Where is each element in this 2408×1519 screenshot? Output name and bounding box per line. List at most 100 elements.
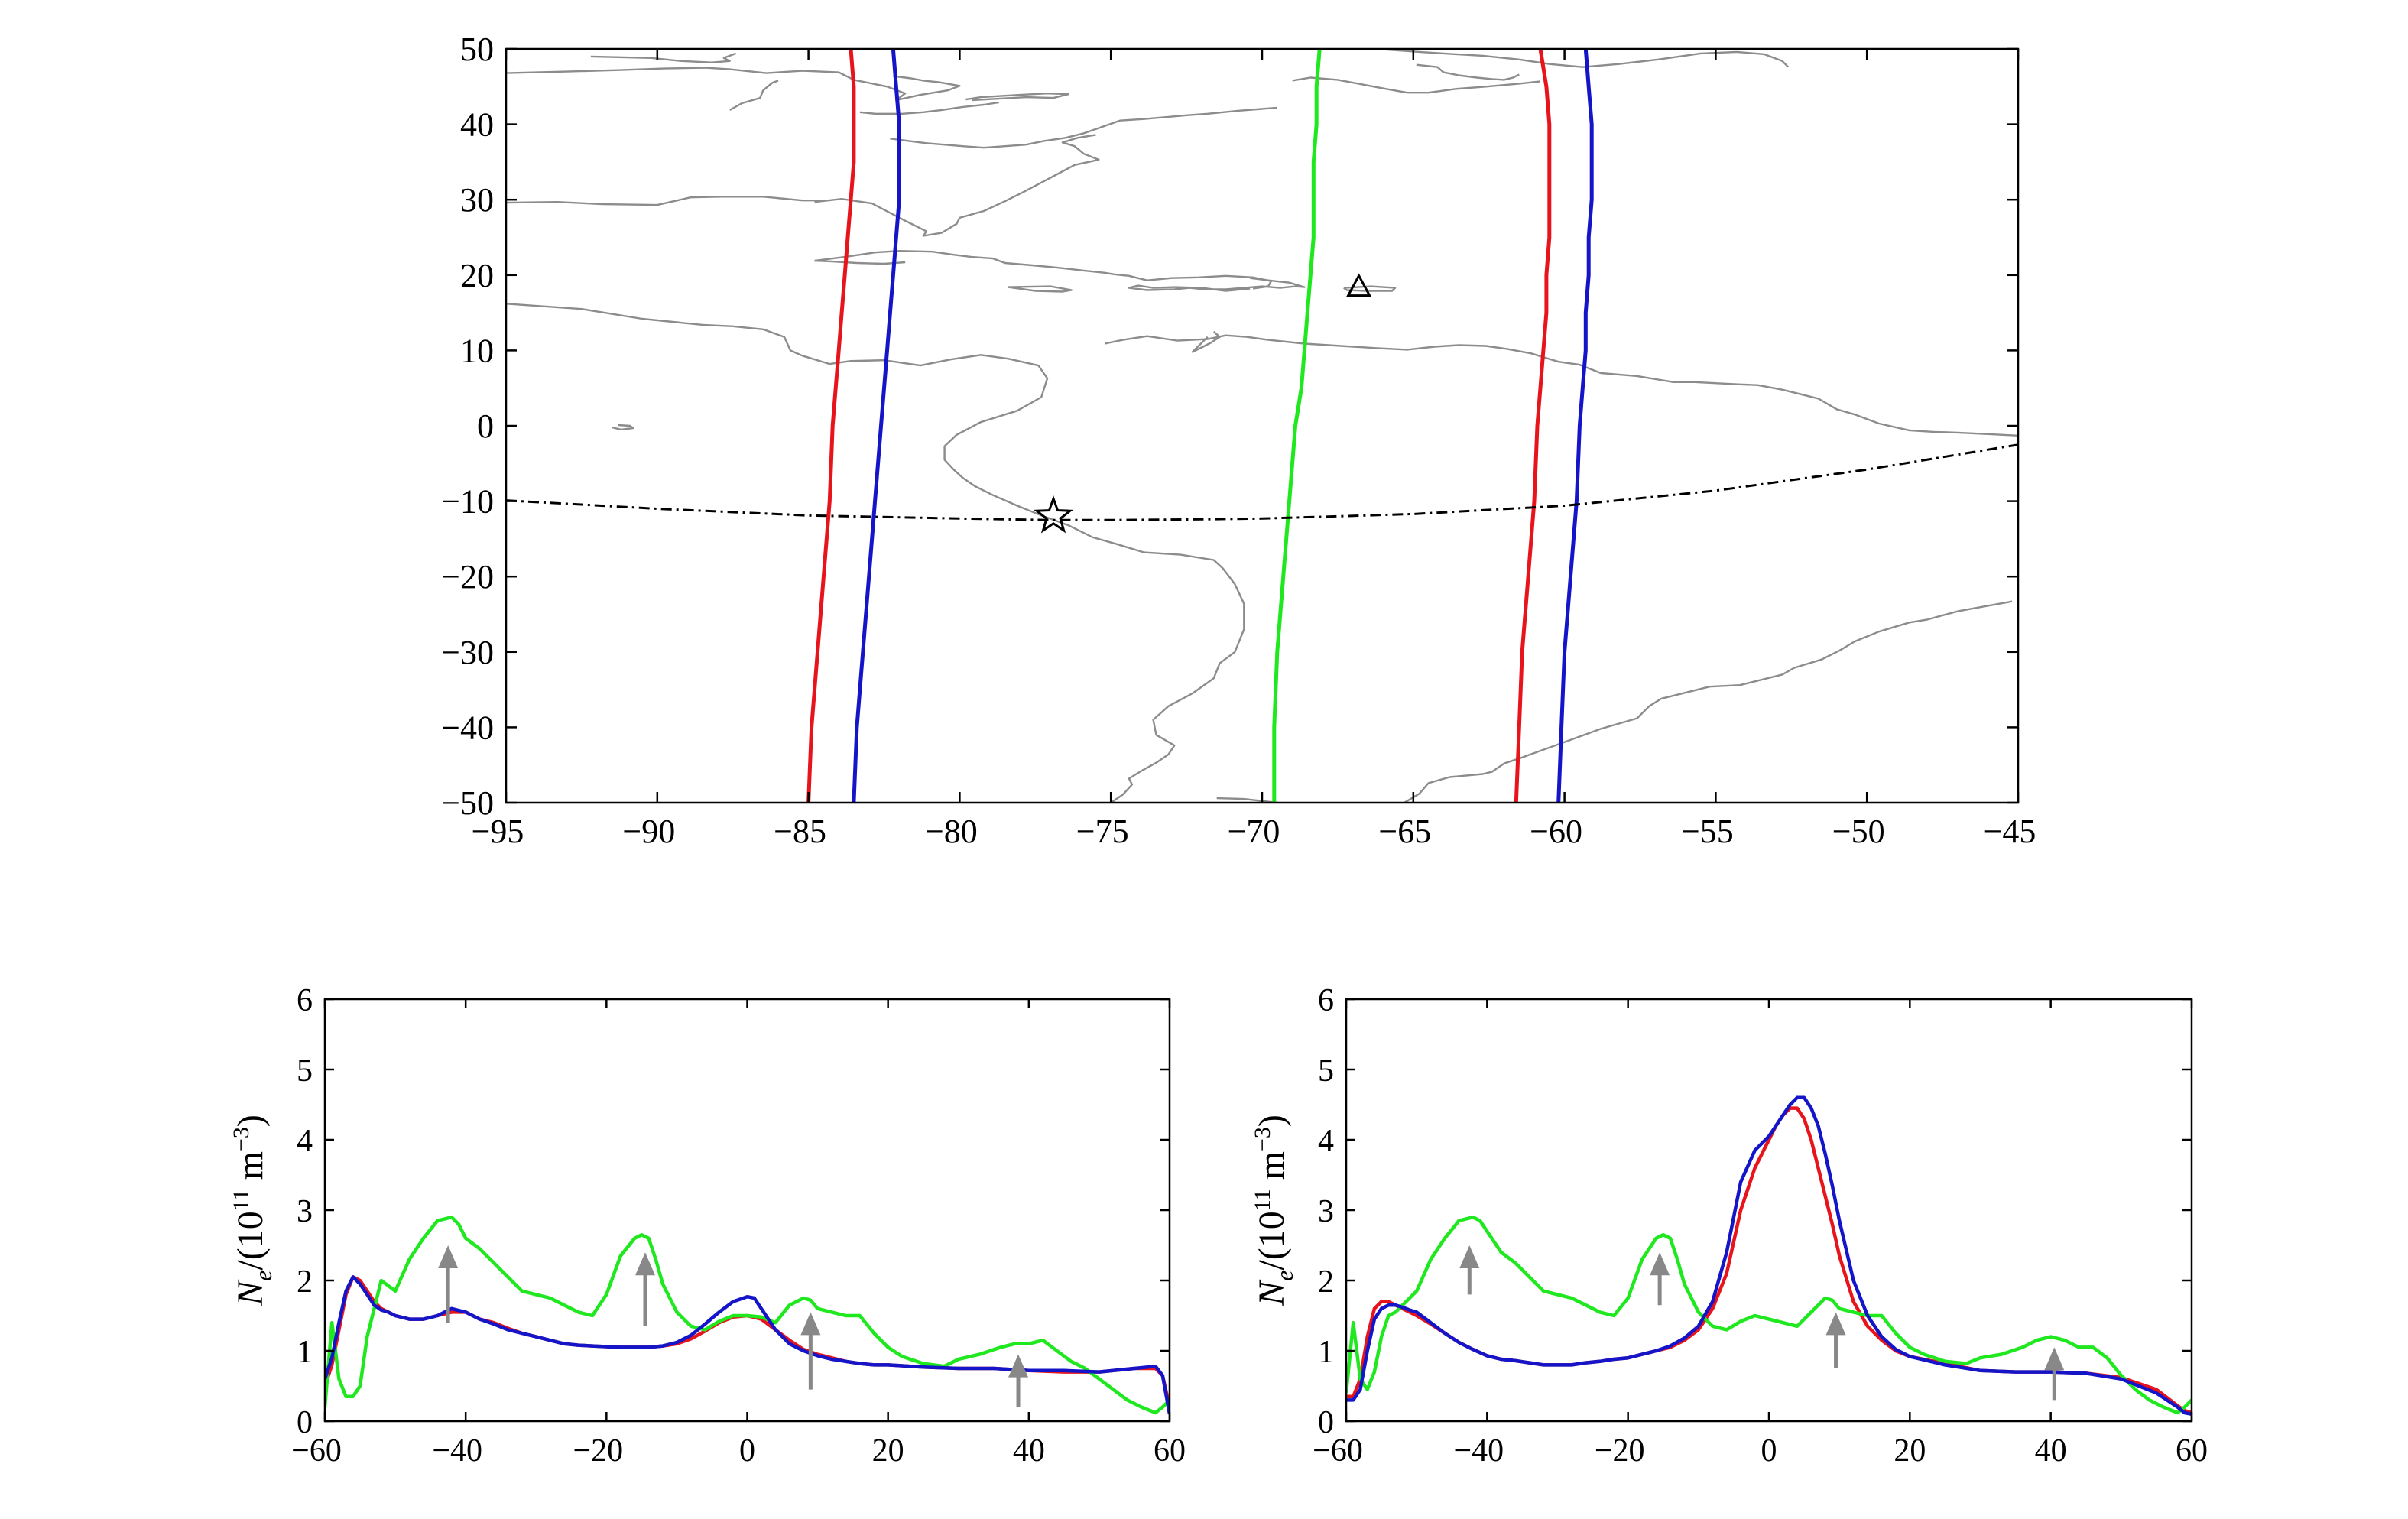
x-tick-label: 0 (1761, 1433, 1777, 1469)
y-tick-label: 6 (1318, 983, 1334, 1018)
plot-frame (323, 998, 1171, 1423)
coastline-12 (1008, 285, 1073, 293)
y-axis-label-part: /(10 (230, 1211, 271, 1270)
coastline-21 (1377, 49, 1790, 68)
x-tick-label: −70 (1228, 813, 1280, 850)
x-tick-label: −80 (925, 813, 978, 850)
x-tick-label: −85 (774, 813, 826, 850)
y-tick-label: 10 (460, 332, 494, 369)
peak-arrow-head (800, 1312, 821, 1336)
peak-arrow-head (438, 1245, 459, 1268)
y-tick-label: 50 (460, 31, 494, 68)
y-axis-label-part: 11 (229, 1189, 254, 1211)
series-c-line (1346, 1095, 2192, 1417)
coastline-4 (2017, 604, 2018, 606)
y-tick-label: 0 (477, 407, 494, 445)
peak-arrow-head (1459, 1245, 1480, 1268)
coastline-3 (1105, 334, 2018, 437)
station-star-marker (1034, 495, 1074, 534)
coastline-23 (1191, 330, 1221, 353)
coastline-22 (1416, 63, 1520, 81)
x-tick-label: −60 (291, 1433, 342, 1469)
x-tick-label: −50 (1832, 813, 1885, 850)
panel-c: −60 −40 −20 0 20 40 60 0 1 2 3 4 5 6 Ne/(1011 m−3) (1250, 983, 2208, 1469)
y-tick-label: 3 (297, 1194, 313, 1229)
panel-a: −95 −90 −85 −80 −75 −70 −65 −60 −55 −50 −45 −50 −40 −… (441, 31, 2036, 850)
coastline-10 (1128, 277, 1306, 292)
coastline-20 (859, 101, 999, 115)
x-tick-label: −20 (573, 1433, 623, 1469)
y-tick-label: 5 (1318, 1053, 1334, 1089)
coastline-9 (814, 259, 906, 265)
coastline-0 (506, 303, 733, 327)
plot-frame (505, 47, 2020, 804)
coastline-19 (965, 93, 1069, 102)
x-tick-label: 20 (1894, 1433, 1926, 1469)
x-tick-label: 20 (872, 1433, 904, 1469)
y-axis-label-part: −3 (1250, 1127, 1275, 1151)
peak-arrow-head (634, 1252, 655, 1276)
magnetic-equator-line (506, 443, 2018, 521)
x-tick-label: −40 (432, 1433, 482, 1469)
x-tick-label: −55 (1681, 813, 1734, 850)
x-tick-label: −40 (1453, 1433, 1504, 1469)
y-axis-label-part: m (230, 1151, 271, 1189)
coastline-7 (506, 196, 821, 206)
y-tick-label: 2 (297, 1264, 313, 1300)
coastline-5 (1216, 797, 1287, 803)
x-tick-label: 60 (1154, 1433, 1186, 1469)
y-axis-label: Ne/(1011 m−3) (1250, 1115, 1298, 1306)
y-axis-label-part: −3 (229, 1127, 254, 1151)
orbit-line-0 (806, 49, 856, 803)
coastline-15 (506, 67, 839, 74)
x-tick-label: −90 (622, 813, 675, 850)
y-axis-label-part: m (1251, 1151, 1292, 1189)
series-b-line (325, 1215, 1170, 1415)
coastline-13 (890, 106, 1277, 149)
coastline-2 (1404, 600, 2013, 803)
coastline-17 (729, 80, 779, 111)
x-tick-label: 0 (739, 1433, 755, 1469)
coastline-14 (1292, 76, 1541, 94)
y-axis-label-part: ) (1251, 1115, 1292, 1127)
y-axis-label-part: ) (230, 1115, 271, 1127)
y-tick-label: 40 (460, 106, 494, 144)
plot-area (506, 49, 2018, 803)
y-axis-label-part: N (1251, 1279, 1292, 1306)
coastline-18 (838, 71, 961, 102)
coastline-11 (1343, 285, 1397, 292)
orbit-line-1 (852, 49, 901, 803)
y-tick-label: 3 (1318, 1194, 1334, 1229)
series-c-line (325, 1275, 1170, 1415)
x-tick-label: 40 (1013, 1433, 1045, 1469)
orbit-line-3 (1514, 49, 1552, 803)
y-tick-label: −30 (441, 634, 494, 671)
peak-arrow-head (1008, 1354, 1029, 1378)
y-tick-label: 30 (460, 181, 494, 219)
y-tick-label: −20 (441, 558, 494, 596)
y-tick-label: 20 (460, 257, 494, 294)
coastline-6 (814, 134, 1100, 237)
orbit-line-4 (1556, 49, 1594, 803)
y-tick-label: 4 (1318, 1124, 1334, 1159)
y-axis-label-part: /(10 (1251, 1211, 1292, 1270)
x-tick-label: −95 (472, 813, 524, 850)
y-axis-label-part: N (230, 1279, 271, 1306)
x-tick-label: −60 (1530, 813, 1582, 850)
y-tick-label: −50 (441, 784, 494, 822)
y-tick-label: −10 (441, 483, 494, 521)
peak-arrow-head (1650, 1252, 1670, 1276)
y-tick-label: 1 (1318, 1335, 1334, 1370)
y-axis-label-part: e (1271, 1271, 1298, 1281)
y-axis-label: Ne/(1011 m−3) (229, 1115, 277, 1306)
x-tick-label: −45 (1984, 813, 2036, 850)
y-tick-label: 4 (297, 1124, 313, 1159)
y-tick-label: −40 (441, 709, 494, 746)
y-tick-label: 0 (297, 1405, 313, 1440)
coastline-16 (590, 52, 737, 63)
triangle-marker (1346, 273, 1372, 297)
y-axis-label-part: e (249, 1271, 277, 1281)
y-tick-label: 6 (297, 983, 313, 1018)
x-tick-label: 40 (2035, 1433, 2067, 1469)
x-tick-label: 60 (2176, 1433, 2208, 1469)
